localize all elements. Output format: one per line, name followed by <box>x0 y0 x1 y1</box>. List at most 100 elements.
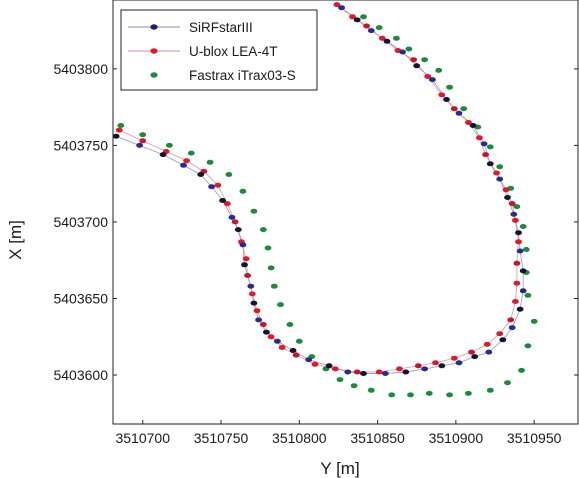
data-point <box>197 172 205 177</box>
data-point <box>493 170 500 176</box>
data-point <box>305 357 313 363</box>
data-point <box>407 392 414 398</box>
data-point <box>136 142 144 148</box>
legend-marker <box>150 24 158 30</box>
data-point <box>353 17 361 23</box>
legend-label: SiRFstarIII <box>189 20 253 35</box>
data-point <box>117 123 125 128</box>
data-point <box>519 288 527 294</box>
data-point <box>253 308 261 314</box>
series-points <box>112 2 538 398</box>
data-point <box>286 322 294 327</box>
data-point <box>231 219 239 225</box>
x-axis-ticks: 3510700 3510750 3510800 3510850 3510900 35109… <box>115 420 562 446</box>
data-point <box>402 369 410 375</box>
data-point <box>512 217 519 223</box>
plot-frame <box>112 0 579 425</box>
data-point <box>518 367 525 373</box>
data-point <box>264 245 272 251</box>
data-point <box>349 14 356 20</box>
data-point <box>524 292 532 298</box>
data-point <box>486 387 494 393</box>
data-point <box>471 354 479 360</box>
data-point <box>432 360 439 366</box>
data-point <box>159 152 167 158</box>
data-point <box>289 348 297 353</box>
data-point <box>363 23 370 29</box>
data-point <box>510 211 518 217</box>
data-point <box>239 188 247 194</box>
data-point <box>465 120 472 125</box>
data-point <box>263 329 270 335</box>
data-point <box>485 349 493 355</box>
data-point <box>115 127 123 133</box>
data-point <box>512 299 519 304</box>
y-axis-title: X [m] <box>6 220 25 260</box>
data-point <box>413 63 421 69</box>
data-point <box>267 265 275 271</box>
data-point <box>496 164 504 170</box>
data-point <box>393 35 400 41</box>
data-point <box>388 392 396 398</box>
data-point <box>139 138 147 144</box>
data-point <box>504 380 511 386</box>
data-point <box>255 317 262 323</box>
data-point <box>435 67 443 73</box>
data-point <box>274 338 281 344</box>
data-point <box>248 291 256 297</box>
data-point <box>353 369 361 375</box>
y-tick-label: 5403800 <box>53 61 108 77</box>
data-point <box>405 46 413 52</box>
data-point <box>438 92 446 98</box>
x-tick-label: 3510700 <box>115 430 170 446</box>
data-point <box>460 106 468 112</box>
data-point <box>311 361 319 367</box>
data-point <box>508 201 516 207</box>
data-point <box>166 142 173 148</box>
x-tick-label: 3510950 <box>507 430 562 446</box>
data-point <box>513 204 521 210</box>
data-point <box>219 198 227 203</box>
data-point <box>333 2 341 8</box>
data-point <box>228 214 236 220</box>
legend-marker <box>150 72 158 78</box>
data-point <box>515 239 522 245</box>
data-point <box>438 363 446 369</box>
data-point <box>234 227 242 233</box>
data-point <box>223 201 231 207</box>
legend: SiRFstarIII U-blox LEA-4T Fastrax iTrax03-… <box>120 9 318 91</box>
data-point <box>338 5 345 11</box>
data-point <box>499 337 507 343</box>
data-point <box>367 387 375 393</box>
data-point <box>399 49 406 55</box>
data-point <box>241 262 248 268</box>
data-point <box>519 224 527 229</box>
data-point <box>250 208 258 214</box>
data-point <box>508 325 516 331</box>
legend-items: SiRFstarIII U-blox LEA-4T Fastrax iTrax03-… <box>128 20 296 83</box>
data-point <box>325 363 333 369</box>
data-point <box>295 338 303 344</box>
y-tick-label: 5403750 <box>53 137 108 153</box>
data-point <box>259 322 267 327</box>
data-point <box>250 300 258 306</box>
legend-label: U-blox LEA-4T <box>189 44 278 59</box>
data-point <box>278 345 286 350</box>
data-point <box>480 141 488 147</box>
data-point <box>244 273 252 278</box>
data-point <box>483 341 491 347</box>
x-axis-title: Y [m] <box>320 459 359 478</box>
data-point <box>450 106 458 112</box>
data-point <box>496 176 504 182</box>
data-point <box>344 369 352 375</box>
data-point <box>443 97 450 102</box>
legend-label: Fastrax iTrax03-S <box>189 68 296 83</box>
data-point <box>139 132 147 138</box>
data-point <box>242 256 250 262</box>
data-point <box>446 84 453 90</box>
data-point <box>513 280 521 286</box>
data-point <box>424 74 432 79</box>
data-point <box>382 371 389 376</box>
data-point <box>515 230 522 236</box>
